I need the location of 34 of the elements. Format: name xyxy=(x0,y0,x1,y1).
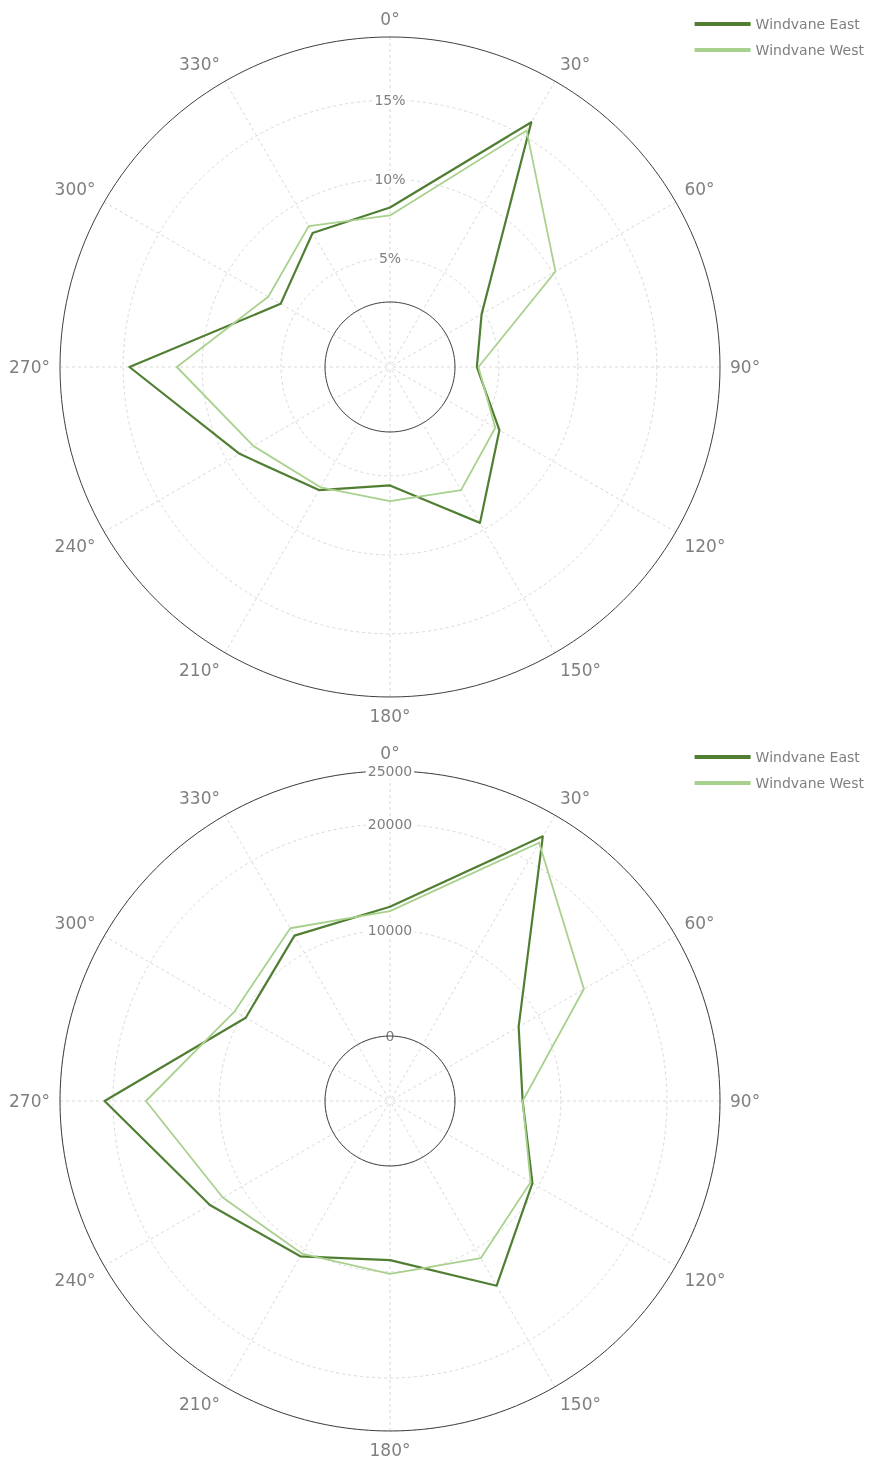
spoke-label: 270° xyxy=(9,357,50,377)
spoke-label: 300° xyxy=(54,178,96,199)
spoke-label: 330° xyxy=(179,788,220,809)
spoke-label: 60° xyxy=(684,912,715,933)
spoke-label: 180° xyxy=(369,705,411,726)
spoke-label: 120° xyxy=(684,535,726,556)
spoke-label: 330° xyxy=(179,54,220,75)
spoke-label: 60° xyxy=(684,178,715,199)
y-tick-label: 5% xyxy=(378,250,402,267)
spoke-label: 240° xyxy=(54,535,96,556)
spoke-label: 270° xyxy=(9,1091,50,1111)
spoke-label: 210° xyxy=(179,1393,220,1414)
y-tick-label: 15% xyxy=(374,92,406,109)
spoke-label: 210° xyxy=(179,659,220,680)
spoke-label: 150° xyxy=(560,1393,601,1414)
y-tick-label: 10000 xyxy=(367,922,413,939)
spoke-label: 120° xyxy=(684,1269,726,1290)
spoke-label: 90° xyxy=(730,1091,761,1111)
spoke-label: 30° xyxy=(560,54,591,75)
spoke-label: 90° xyxy=(730,357,761,377)
y-tick-label: 20000 xyxy=(367,816,413,833)
y-tick-label: 25000 xyxy=(367,763,413,779)
legend-label: Windvane West xyxy=(755,42,865,58)
spoke-label: 240° xyxy=(54,1269,96,1290)
legend-label: Windvane East xyxy=(755,749,861,765)
y-tick-label: 10% xyxy=(374,171,406,188)
spoke-label: 0° xyxy=(380,742,400,763)
legend-label: Windvane East xyxy=(755,16,861,32)
spoke-label: 300° xyxy=(54,912,96,933)
spoke-label: 150° xyxy=(560,659,601,680)
spoke-label: 30° xyxy=(560,788,591,809)
spoke-label: 0° xyxy=(380,8,400,29)
legend-label: Windvane West xyxy=(755,775,865,791)
spoke-label: 180° xyxy=(369,1439,411,1460)
